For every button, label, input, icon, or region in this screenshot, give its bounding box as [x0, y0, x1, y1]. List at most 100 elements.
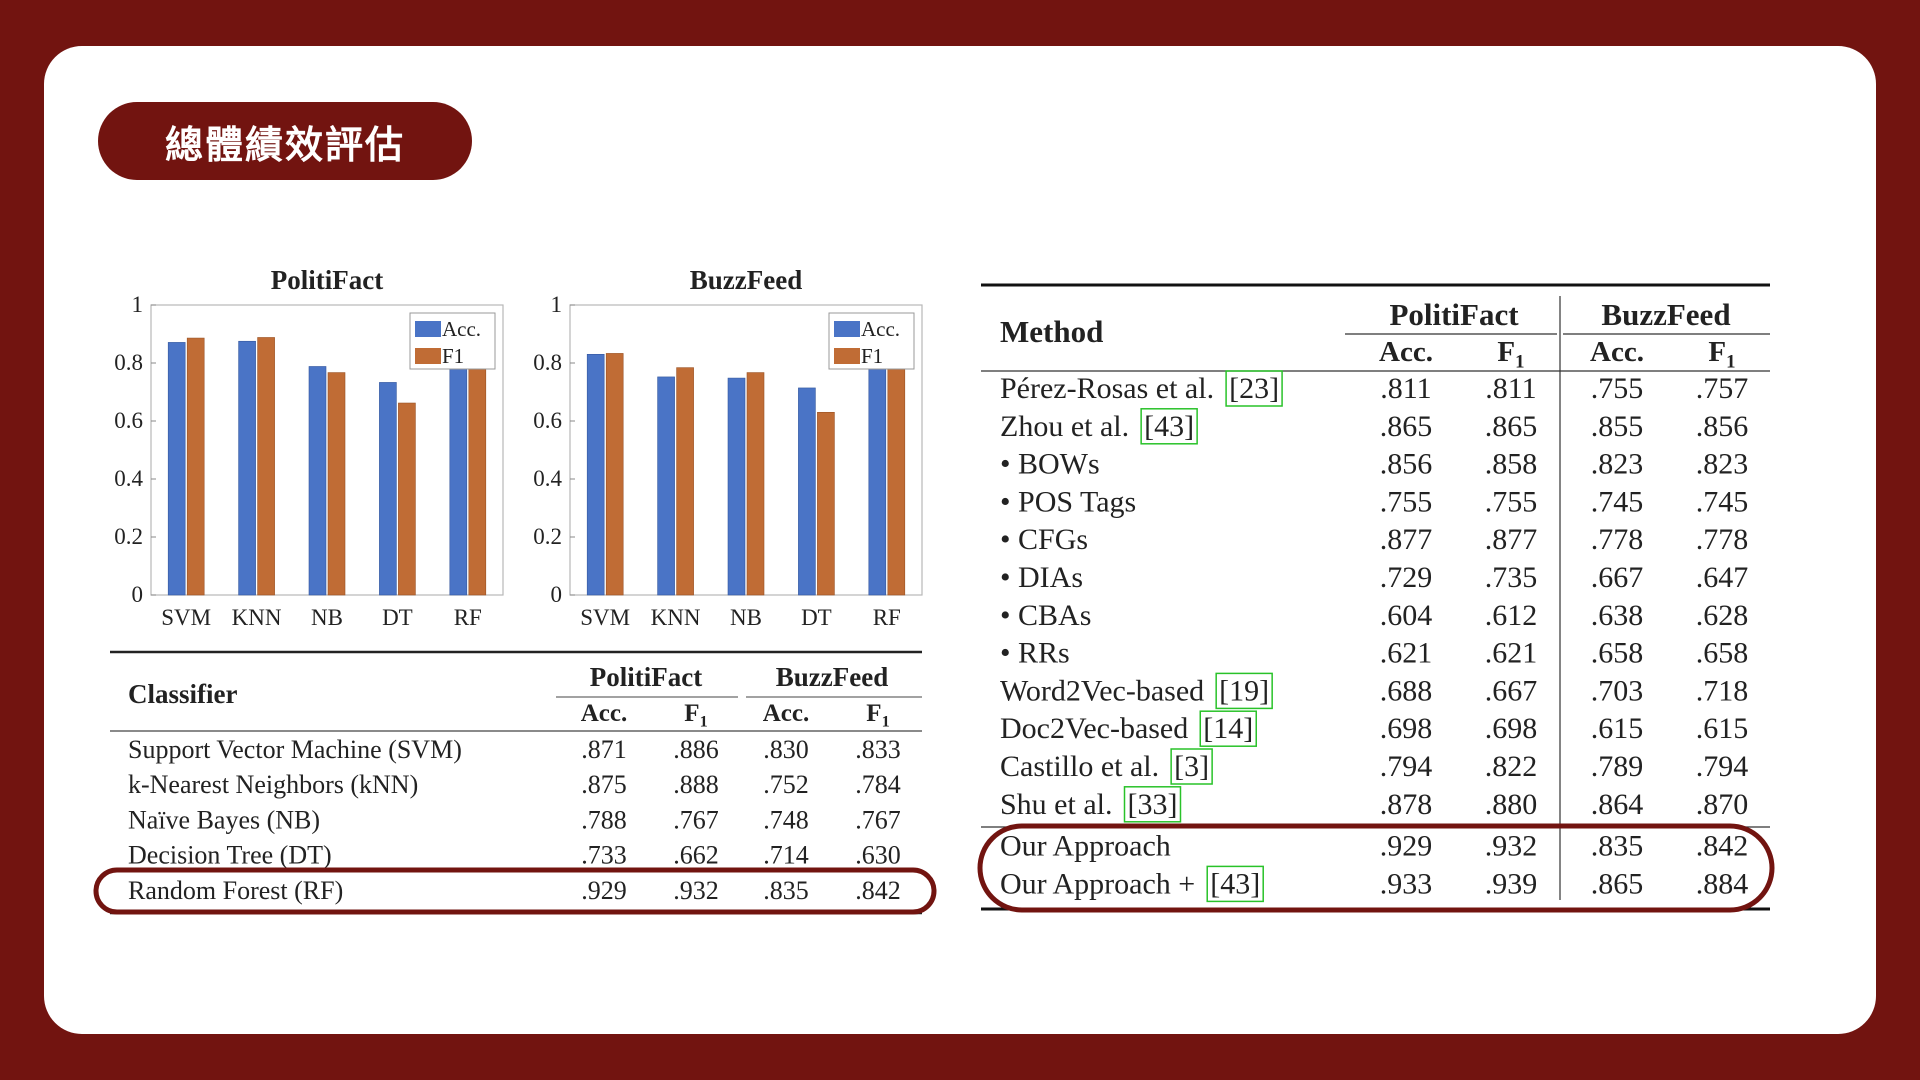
cell-value: .939	[1485, 867, 1538, 900]
cell-value: .733	[581, 841, 627, 870]
citation-ref: [23]	[1229, 372, 1279, 405]
table-first-header: Method	[1000, 314, 1103, 349]
row-label: • CFGs	[1000, 523, 1088, 556]
cell-value: .778	[1696, 523, 1749, 556]
cell-value: .628	[1696, 599, 1749, 632]
y-tick-label: 0.4	[114, 466, 143, 491]
cell-value: .658	[1591, 637, 1644, 670]
row-label: • POS Tags	[1000, 485, 1136, 518]
cell-value: .886	[673, 735, 719, 764]
bar-knn-f1	[257, 337, 275, 596]
cell-value: .612	[1485, 599, 1538, 632]
metric-header: Acc.	[763, 700, 810, 727]
row-label: Word2Vec-based	[1000, 674, 1204, 707]
cell-value: .703	[1591, 674, 1644, 707]
cell-value: .877	[1380, 523, 1433, 556]
y-tick-label: 0.2	[114, 524, 143, 549]
metric-header: Acc.	[1590, 336, 1644, 368]
bar-svm-acc	[167, 342, 186, 596]
row-label: Castillo et al.	[1000, 750, 1159, 783]
cell-value: .811	[1380, 372, 1431, 405]
row-label: Support Vector Machine (SVM)	[128, 735, 462, 764]
y-tick-label: 0.8	[533, 350, 562, 375]
cell-value: .932	[1485, 830, 1538, 863]
cell-value: .615	[1591, 712, 1644, 745]
group-header: BuzzFeed	[776, 662, 888, 692]
highlight-our-approach	[977, 823, 1775, 913]
x-tick-label: NB	[311, 605, 343, 630]
x-tick-label: RF	[873, 605, 901, 630]
table-row: • RRs .621 .621 .658 .658	[1000, 637, 1748, 670]
y-tick-label: 0.6	[533, 408, 562, 433]
cell-value: .745	[1696, 485, 1749, 518]
legend-swatch	[834, 321, 860, 337]
bar-dt-acc	[379, 382, 397, 596]
metric-header: F1	[866, 700, 889, 731]
citation-box	[1170, 748, 1213, 785]
y-tick-label: 0.4	[533, 466, 562, 491]
bar-nb-acc	[308, 366, 327, 596]
cell-value: .842	[1696, 830, 1749, 863]
cell-value: .875	[581, 770, 627, 799]
cell-value: .822	[1485, 750, 1538, 783]
table-row: Zhou et al. [43] .865 .865 .855 .856	[1000, 408, 1749, 445]
bar-chart-1: PolitiFact 0 0.2 0.4 0.6 0.8 1 SVM KNN NB DT RF Acc.…	[114, 265, 504, 630]
cell-value: .647	[1696, 561, 1749, 594]
cell-value: .698	[1485, 712, 1538, 745]
y-tick-label: 0.6	[114, 408, 143, 433]
bar-rf-f1	[887, 350, 906, 596]
cell-value: .757	[1696, 372, 1749, 405]
citation-ref: [19]	[1219, 674, 1269, 707]
cell-value: .878	[1380, 788, 1433, 821]
group-header: PolitiFact	[1389, 297, 1519, 332]
table-row: Shu et al. [33] .878 .880 .864 .870	[1000, 786, 1748, 823]
x-tick-label: KNN	[651, 605, 701, 630]
cell-value: .865	[1380, 410, 1433, 443]
cell-value: .621	[1485, 637, 1538, 670]
citation-ref: [3]	[1174, 750, 1209, 783]
legend-swatch	[415, 321, 441, 337]
bar-dt-acc	[798, 387, 816, 596]
table-row: • CBAs .604 .612 .638 .628	[1000, 599, 1748, 632]
slide-title: 總體績效評估	[98, 102, 472, 180]
x-tick-label: NB	[730, 605, 762, 630]
table-row: • POS Tags .755 .755 .745 .745	[1000, 485, 1748, 518]
metric-header: F1	[684, 700, 707, 731]
table-row: Doc2Vec-based [14] .698 .698 .615 .615	[1000, 710, 1748, 747]
cell-value: .794	[1696, 750, 1749, 783]
cell-value: .621	[1380, 637, 1433, 670]
cell-value: .735	[1485, 561, 1538, 594]
cell-value: .767	[673, 805, 719, 834]
classifier-table: Classifier PolitiFact BuzzFeed Acc. F1 Acc. F1…	[93, 650, 937, 915]
bar-svm-f1	[186, 337, 205, 596]
group-header: PolitiFact	[590, 662, 702, 692]
table-row: k-Nearest Neighbors (kNN) .875 .888 .752 .78…	[128, 770, 901, 799]
bar-rf-acc	[868, 352, 887, 596]
cell-value: .662	[673, 841, 719, 870]
citation-ref: [43]	[1210, 867, 1260, 900]
cell-value: .755	[1485, 485, 1538, 518]
bar-nb-f1	[327, 372, 346, 596]
row-label: Doc2Vec-based	[1000, 712, 1188, 745]
citation-ref: [33]	[1128, 788, 1178, 821]
x-tick-label: DT	[382, 605, 413, 630]
table-row: Our Approach + [43] .933 .939 .865 .884	[1000, 865, 1749, 903]
cell-value: .855	[1591, 410, 1644, 443]
x-tick-label: SVM	[161, 605, 211, 630]
cell-value: .755	[1591, 372, 1644, 405]
table-row: Castillo et al. [3] .794 .822 .789 .794	[1000, 748, 1749, 785]
cell-value: .667	[1591, 561, 1644, 594]
cell-value: .823	[1591, 448, 1644, 481]
citation-box	[1225, 370, 1283, 407]
cell-value: .871	[581, 735, 627, 764]
cell-value: .658	[1696, 637, 1749, 670]
cell-value: .856	[1696, 410, 1749, 443]
bar-chart-2: BuzzFeed 0 0.2 0.4 0.6 0.8 1 SVM KNN NB DT RF Acc. F1	[533, 265, 923, 630]
legend-swatch	[415, 348, 441, 364]
citation-box	[1215, 672, 1273, 710]
cell-value: .884	[1696, 867, 1749, 900]
cell-value: .778	[1591, 523, 1644, 556]
x-tick-label: SVM	[580, 605, 630, 630]
y-tick-label: 0	[132, 582, 144, 607]
cell-value: .698	[1380, 712, 1433, 745]
